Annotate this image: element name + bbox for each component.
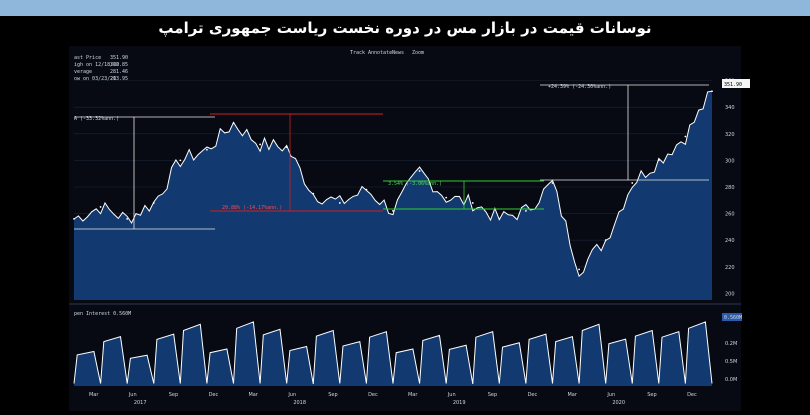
lower-y-tick-label: 0.5M <box>725 359 737 365</box>
price-point <box>498 218 501 220</box>
x-year-label: 2018 <box>293 400 306 406</box>
annotation-lines <box>74 84 709 230</box>
price-point <box>338 202 341 204</box>
price-point <box>232 122 235 125</box>
toolbar-item-annotate[interactable]: Annotate <box>368 50 392 56</box>
y-tick-label: 280 <box>725 185 735 191</box>
price-point <box>551 182 554 184</box>
x-month-label: Mar <box>248 392 258 398</box>
price-point <box>631 182 634 184</box>
price-point <box>392 210 394 212</box>
lower-y-tick-label: 0.0M <box>725 377 737 383</box>
price-point <box>179 159 182 162</box>
info-row-label: igh on 12/18/20 <box>74 62 119 68</box>
price-point <box>126 218 129 220</box>
x-month-label: Sep <box>488 392 497 398</box>
info-row-value: 351.90 <box>110 55 128 61</box>
price-point <box>259 143 261 146</box>
toolbar-item-news[interactable]: News <box>392 50 404 56</box>
info-row-value: 281.46 <box>110 69 128 75</box>
info-row-label: ow on 03/23/20 <box>74 76 116 82</box>
annotation-label-1: A (-33.32%ann.) <box>74 116 119 122</box>
open-interest-line <box>73 321 713 384</box>
x-month-label: Jun <box>128 392 137 398</box>
x-axis: Mar Jun Sep Dec Mar Jun Sep Dec Mar Jun Sep Dec Mar J… <box>89 392 697 406</box>
price-point <box>312 192 315 195</box>
chart-toolbar[interactable]: Track Annotate News Zoom <box>350 50 424 56</box>
x-month-label: Dec <box>528 392 538 398</box>
open-interest-badge <box>722 313 742 321</box>
toolbar-item-zoom[interactable]: Zoom <box>412 50 424 56</box>
x-year-label: 2017 <box>134 400 147 406</box>
price-point <box>285 146 288 149</box>
info-row-label: ast Price <box>74 55 101 61</box>
price-point <box>152 202 155 204</box>
x-month-label: Sep <box>328 392 337 398</box>
annotation-label-4: +24.39% (-24.30%ann.) <box>548 84 611 90</box>
top-accent-bar <box>0 0 810 16</box>
y-tick-label: 340 <box>725 105 735 111</box>
x-month-label: Mar <box>408 392 418 398</box>
x-month-label: Mar <box>89 392 99 398</box>
annotation-label-2: 20.88% (-14.17%ann.) <box>222 205 282 211</box>
info-row-label: verage <box>74 69 92 75</box>
x-month-label: Dec <box>687 392 697 398</box>
price-point <box>604 239 607 242</box>
lower-panel-label: pen Interest 0.560M <box>74 311 131 317</box>
x-year-label: 2020 <box>612 400 625 406</box>
y-tick-label: 220 <box>725 265 735 271</box>
open-interest-badge-label: 0.560M <box>724 315 742 321</box>
x-month-label: Sep <box>647 392 656 398</box>
y-tick-label: 320 <box>725 132 735 138</box>
x-month-label: Sep <box>169 392 178 398</box>
price-point <box>206 148 208 151</box>
info-row-value: 362.85 <box>110 62 128 68</box>
price-point <box>418 170 421 172</box>
annotation-label-3: 3.54% (-3.06%ann.) <box>388 181 442 187</box>
price-point <box>525 210 527 212</box>
price-point <box>711 90 713 93</box>
price-point <box>684 135 687 138</box>
x-month-label: Dec <box>209 392 219 398</box>
price-point <box>657 159 660 162</box>
open-interest-area <box>74 321 712 386</box>
last-price-label: 351.90 <box>724 82 742 88</box>
price-point <box>471 202 474 204</box>
y-tick-label: 300 <box>725 158 735 164</box>
y-tick-label: 240 <box>725 238 735 244</box>
lower-y-axis-ticks: 0.2M 0.5M 0.0M <box>725 341 737 383</box>
info-box: ast Price 351.90 igh on 12/18/20 362.85 … <box>74 55 128 82</box>
y-tick-label: 200 <box>725 291 735 297</box>
price-point <box>365 188 368 191</box>
x-month-label: Mar <box>567 392 577 398</box>
price-area-fill <box>74 91 712 300</box>
y-tick-label: 260 <box>725 212 735 218</box>
x-month-label: Jun <box>606 392 615 398</box>
x-year-label: 2019 <box>453 400 466 406</box>
lower-y-tick-label: 0.2M <box>725 341 737 347</box>
price-point <box>445 196 448 199</box>
price-point <box>73 218 75 220</box>
info-row-value: 213.95 <box>110 76 128 82</box>
last-price-badge <box>722 79 750 88</box>
x-month-label: Dec <box>368 392 378 398</box>
toolbar-item-track[interactable]: Track <box>350 50 365 56</box>
x-month-label: Jun <box>447 392 456 398</box>
price-point <box>578 268 580 271</box>
page-title: نوسانات قیمت در بازار مس در دوره نخست ری… <box>158 19 652 37</box>
price-point <box>99 206 102 208</box>
x-month-label: Jun <box>287 392 296 398</box>
